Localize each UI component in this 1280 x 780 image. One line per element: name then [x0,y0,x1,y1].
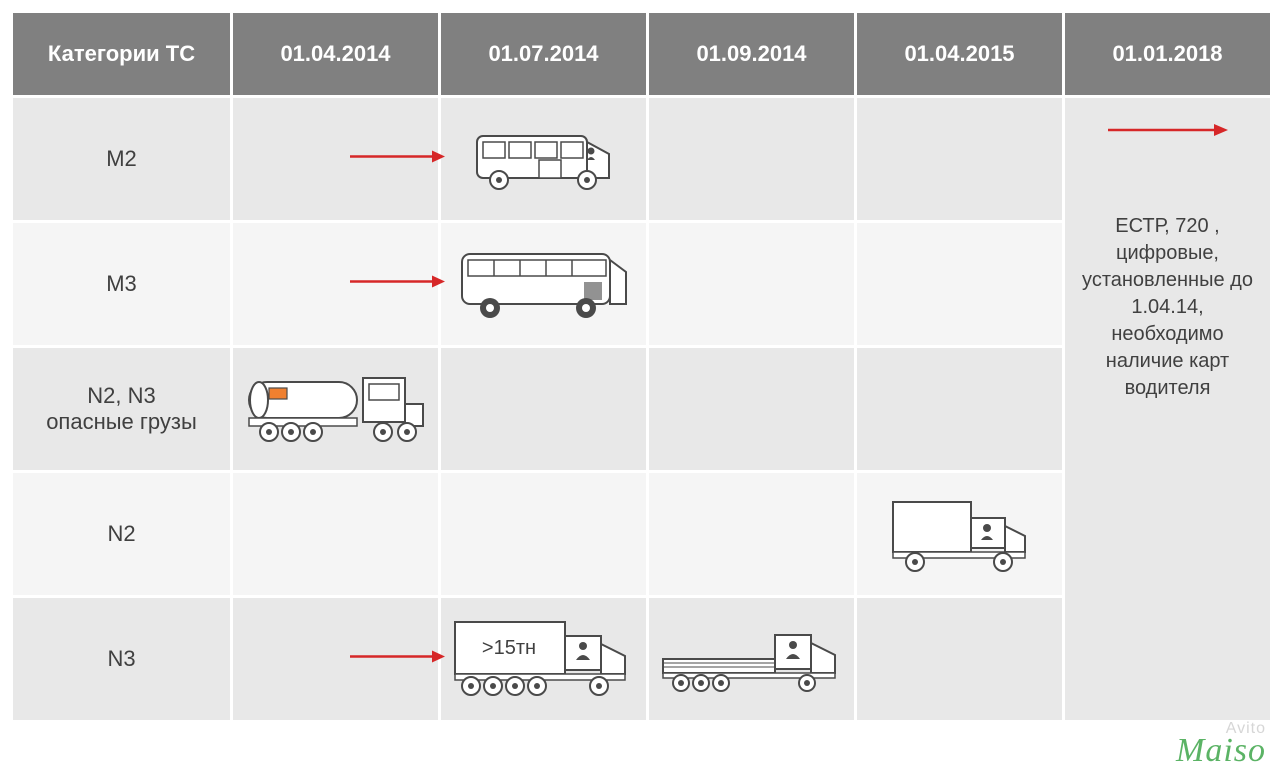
table-row: M2 [12,97,1272,222]
cell [440,97,648,222]
cell [648,97,856,222]
cell [648,597,856,722]
arrow-icon [350,647,445,672]
cell: >15тн [440,597,648,722]
arrow-icon [350,147,445,172]
row-label: N2, N3 опасные грузы [12,347,232,472]
cell [856,472,1064,597]
bus-icon [456,242,631,327]
watermark: Avito Maiso [1176,720,1266,770]
arrow-icon [1108,120,1228,145]
flatbed-truck-icon [657,619,847,699]
cell [648,222,856,347]
cell [440,472,648,597]
row-label: M2 [12,97,232,222]
cell [856,97,1064,222]
col-header: 01.04.2015 [856,12,1064,97]
cell [440,347,648,472]
note-cell: ЕСТР, 720 , цифровые, установленные до 1… [1064,97,1272,722]
header-row: Категории ТС 01.04.2014 01.07.2014 01.09… [12,12,1272,97]
tanker-icon [241,364,431,454]
col-header: 01.01.2018 [1064,12,1272,97]
categories-table: Категории ТС 01.04.2014 01.07.2014 01.09… [10,10,1273,723]
cell [856,597,1064,722]
row-label: N3 [12,597,232,722]
minibus-icon [469,122,619,197]
cell [440,222,648,347]
small-truck-icon [885,492,1035,577]
col-header: 01.04.2014 [232,12,440,97]
heavy-truck-icon: >15тн [449,614,639,704]
cell [856,347,1064,472]
truck-weight-label: >15тн [481,637,535,659]
cell [232,472,440,597]
row-label: M3 [12,222,232,347]
cell [856,222,1064,347]
cell [232,347,440,472]
cell [648,472,856,597]
row-label: N2 [12,472,232,597]
note-text: ЕСТР, 720 , цифровые, установленные до 1… [1069,205,1266,410]
watermark-line2: Maiso [1176,732,1266,769]
col-header: 01.07.2014 [440,12,648,97]
arrow-icon [350,272,445,297]
col-header: 01.09.2014 [648,12,856,97]
cell [648,347,856,472]
col-header: Категории ТС [12,12,232,97]
